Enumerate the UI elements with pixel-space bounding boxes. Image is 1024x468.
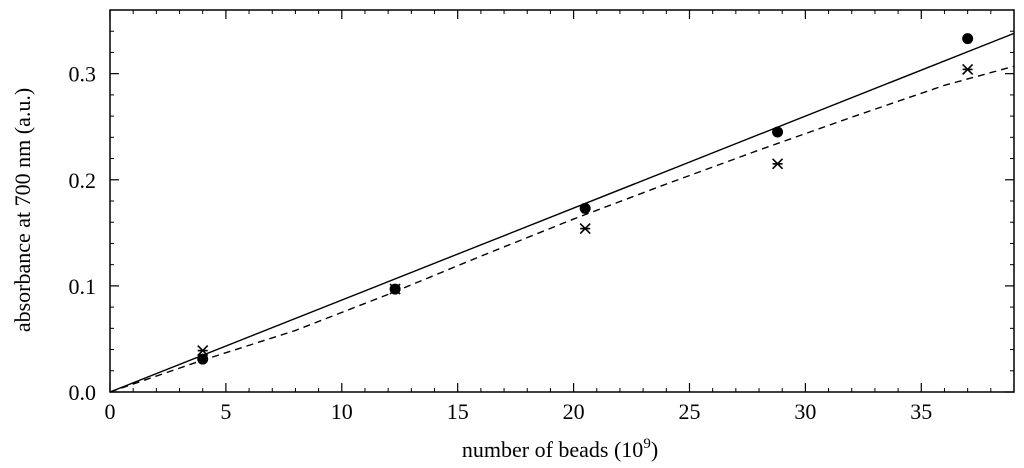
asterisk-data-point xyxy=(197,345,209,357)
x-tick-label: 30 xyxy=(794,399,816,424)
fit-lines xyxy=(109,32,1015,393)
asterisk-data-point xyxy=(389,283,401,295)
x-tick-label: 20 xyxy=(563,399,585,424)
plot-area-frame xyxy=(109,9,1015,393)
circle-data-point xyxy=(579,202,591,214)
x-tick-label: 5 xyxy=(220,399,231,424)
x-tick-label: 25 xyxy=(678,399,700,424)
x-tick-label: 10 xyxy=(331,399,353,424)
y-tick-label: 0.1 xyxy=(69,274,97,299)
x-tick-label: 35 xyxy=(910,399,932,424)
asterisk-data-point xyxy=(579,223,591,235)
x-axis-title: number of beads (109) xyxy=(462,436,658,462)
solid-fit-line xyxy=(109,32,1015,393)
data-points xyxy=(197,33,974,365)
dashed-fit-line xyxy=(109,65,1015,393)
y-tick-label: 0.0 xyxy=(69,380,97,405)
x-tick-label: 15 xyxy=(447,399,469,424)
y-tick-label: 0.2 xyxy=(69,168,97,193)
axis-ticks: 0 5 10 15 20 25 30 35 0.0 0.1 0.2 0.3 xyxy=(69,9,1015,424)
y-tick-label: 0.3 xyxy=(69,62,97,87)
asterisk-data-point xyxy=(962,63,974,75)
circle-data-point xyxy=(197,353,209,365)
asterisk-data-point xyxy=(772,158,784,170)
x-tick-label: 0 xyxy=(105,399,116,424)
circle-data-point xyxy=(962,33,974,45)
y-axis-title: absorbance at 700 nm (a.u.) xyxy=(10,88,35,332)
circle-data-point xyxy=(772,126,784,138)
